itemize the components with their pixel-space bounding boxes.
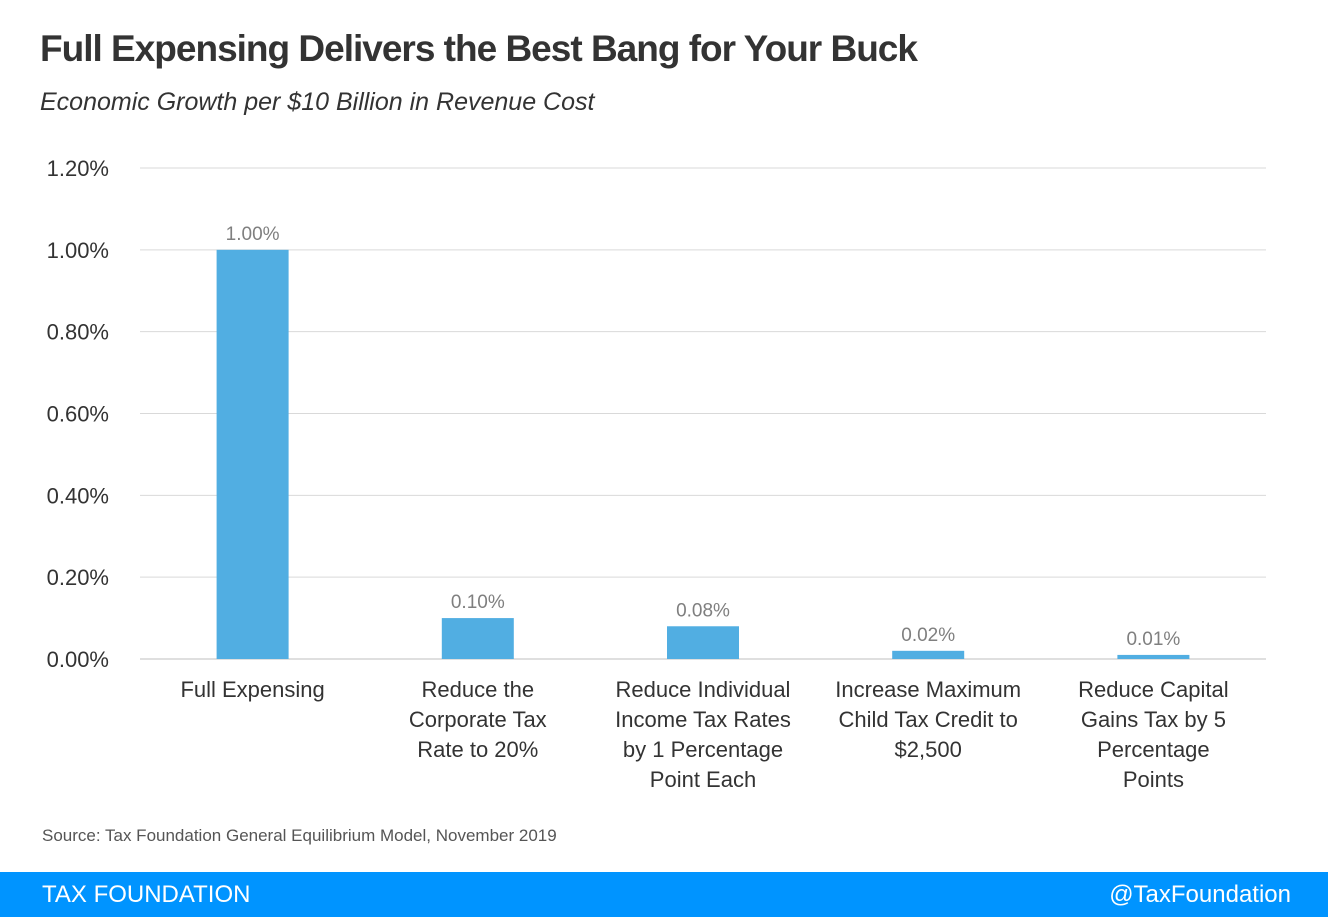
bar-chart: 0.00% 0.20% 0.40% 0.60% 0.80% 1.00% 1.20% 1.00%… — [47, 156, 1266, 792]
y-tick-label: 0.40% — [47, 483, 109, 508]
bar — [441, 618, 514, 659]
data-label: 0.01% — [1126, 629, 1180, 650]
y-tick-label: 0.80% — [47, 320, 109, 345]
y-tick-label: 1.00% — [47, 238, 109, 263]
chart-title: Full Expensing Delivers the Best Bang fo… — [40, 28, 918, 69]
data-label: 0.02% — [901, 625, 955, 646]
chart-subtitle: Economic Growth per $10 Billion in Reven… — [40, 88, 595, 116]
data-label: 0.10% — [451, 592, 505, 613]
x-tick-label: Reduce Capital Gains Tax by 5 Percentage Po… — [1078, 677, 1228, 792]
bar — [216, 249, 289, 660]
y-tick-label: 1.20% — [47, 156, 109, 181]
source-note: Source: Tax Foundation General Equilibri… — [42, 826, 557, 845]
footer-brand: TAX FOUNDATION — [42, 881, 251, 908]
footer-handle: @TaxFoundation — [1109, 881, 1291, 908]
x-tick-label: Full Expensing — [180, 677, 324, 702]
y-tick-label: 0.60% — [47, 402, 109, 427]
x-tick-label: Increase Maximum Child Tax Credit to $2,50… — [835, 677, 1021, 762]
x-tick-label: Reduce the Corporate Tax Rate to 20% — [409, 677, 547, 762]
y-tick-label: 0.20% — [47, 565, 109, 590]
footer-bar: TAX FOUNDATION @TaxFoundation — [0, 872, 1328, 917]
bar — [1117, 654, 1190, 659]
bar — [667, 626, 739, 659]
x-tick-label: Reduce Individual Income Tax Rates by 1 Pe… — [615, 677, 791, 792]
data-label: 0.08% — [676, 600, 730, 621]
y-tick-label: 0.00% — [47, 647, 109, 672]
data-label: 1.00% — [226, 224, 280, 245]
bar — [892, 650, 965, 659]
